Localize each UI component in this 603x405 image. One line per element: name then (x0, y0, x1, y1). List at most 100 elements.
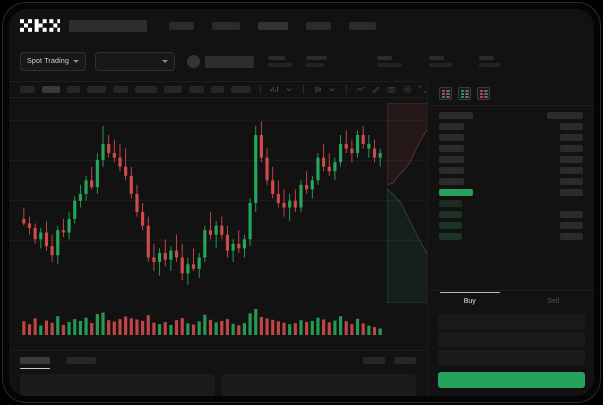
chart-gridline (9, 200, 427, 201)
buy-sell-tabs: Buy Sell (428, 291, 594, 311)
timeframe-6[interactable] (163, 86, 182, 93)
place-buy-order-button[interactable] (438, 372, 585, 388)
orderbook-ask-row[interactable] (439, 133, 583, 142)
chart-type-icon[interactable] (313, 85, 322, 94)
market-type-label: Spot Trading (27, 58, 70, 65)
account-stat-0 (377, 56, 403, 67)
timeframe-5[interactable] (135, 86, 157, 93)
top-header (9, 9, 594, 42)
timeframe-9[interactable] (231, 86, 251, 93)
nav-item-2[interactable] (258, 21, 288, 30)
tab-buy[interactable]: Buy (428, 291, 512, 305)
orderbook-bid-row[interactable] (439, 210, 583, 219)
timeframe-0[interactable] (20, 86, 36, 93)
account-stat-2-label (479, 56, 495, 60)
nav-item-0[interactable] (169, 21, 194, 30)
nav-item-4[interactable] (349, 21, 376, 30)
timeframe-1[interactable] (42, 86, 60, 93)
market-type-selector[interactable]: Spot Trading (20, 52, 87, 71)
toolbar-divider (346, 85, 347, 94)
orderbook-bid-row[interactable] (439, 232, 583, 241)
chart-gridline (9, 160, 427, 161)
app-screen: Spot Trading (9, 9, 594, 396)
orders-tab-1[interactable] (66, 357, 96, 364)
orderbook-trade-panel: Buy Sell (427, 81, 594, 396)
orderbook-view-modes (428, 81, 594, 106)
indicators-icon[interactable] (270, 85, 279, 94)
timeframe-3[interactable] (86, 86, 107, 93)
orderbook-header-row (439, 111, 583, 120)
okx-logo-icon[interactable] (20, 19, 60, 32)
main-nav (169, 21, 376, 30)
orderbook-col-amount (547, 112, 583, 119)
ticker-stat-0 (268, 56, 293, 67)
timeframe-4[interactable] (113, 86, 129, 93)
ticker-stat-0-value (268, 63, 293, 67)
orderbook-rows (428, 106, 594, 241)
orderbook-ask-row[interactable] (439, 166, 583, 175)
market-subheader: Spot Trading (9, 42, 594, 81)
order-amount-field[interactable] (438, 332, 585, 347)
tab-sell[interactable]: Sell (547, 297, 560, 305)
search-input[interactable] (69, 19, 147, 32)
toolbar-divider (259, 85, 261, 94)
nav-item-3[interactable] (306, 21, 331, 30)
ticker-stat-0-label (268, 56, 286, 60)
account-stat-1 (429, 56, 454, 67)
orders-action-1[interactable] (394, 357, 416, 364)
chart-gridline (9, 120, 427, 121)
orders-action-0[interactable] (363, 357, 385, 364)
orders-panel (9, 350, 427, 396)
chart-toolbar (9, 81, 427, 98)
fullscreen-icon[interactable] (418, 85, 427, 94)
orderbook-bids-icon[interactable] (458, 87, 471, 100)
orders-actions (363, 357, 416, 364)
volume-series (22, 309, 382, 335)
orderbook-col-price (439, 112, 473, 119)
timeframe-8[interactable] (211, 86, 225, 93)
line-tool-icon[interactable] (356, 85, 365, 94)
trade-form: Buy Sell (428, 290, 594, 396)
orderbook-ask-row[interactable] (439, 144, 583, 153)
candlestick-series (22, 121, 382, 285)
orders-card-1[interactable] (221, 374, 416, 396)
account-stat-0-value (377, 63, 403, 67)
orderbook-bid-row[interactable] (439, 221, 583, 230)
orderbook-asks-icon[interactable] (477, 87, 490, 100)
coin-avatar-icon (187, 55, 201, 68)
orderbook-ask-row[interactable] (439, 177, 583, 186)
order-price-field[interactable] (438, 314, 585, 329)
account-stat-2 (479, 56, 502, 67)
pair-name-label (205, 55, 255, 68)
camera-icon[interactable] (387, 85, 396, 94)
ticker-stat-1 (306, 56, 328, 67)
price-chart[interactable] (9, 98, 439, 350)
account-stat-1-value (429, 63, 454, 67)
timeframe-7[interactable] (188, 86, 205, 93)
account-stat-1-label (429, 56, 445, 60)
orders-cards (20, 374, 416, 396)
orderbook-last-price-row[interactable] (439, 188, 583, 197)
orderbook-bid-row[interactable] (439, 199, 583, 208)
orders-card-0[interactable] (20, 374, 215, 396)
chevron-down-icon[interactable] (285, 85, 294, 94)
depth-overlay (387, 103, 439, 303)
settings-icon[interactable] (403, 85, 412, 94)
orderbook-ask-row[interactable] (439, 122, 583, 131)
ticker-stat-1-value (306, 63, 325, 67)
timeframe-2[interactable] (66, 86, 80, 93)
pair-selector[interactable] (95, 52, 176, 71)
orderbook-both-icon[interactable] (439, 87, 452, 100)
order-total-field[interactable] (438, 350, 585, 365)
chevron-down-icon (162, 60, 169, 63)
nav-item-1[interactable] (212, 21, 240, 30)
toolbar-divider (302, 85, 304, 94)
chevron-down-icon[interactable] (328, 85, 337, 94)
ticker-stat-1-label (306, 56, 328, 60)
orders-tab-0[interactable] (20, 357, 50, 369)
orders-tabs (9, 351, 427, 369)
chart-gridline (9, 240, 427, 241)
pencil-icon[interactable] (372, 85, 381, 94)
account-stat-0-label (377, 56, 393, 60)
orderbook-ask-row[interactable] (439, 155, 583, 164)
